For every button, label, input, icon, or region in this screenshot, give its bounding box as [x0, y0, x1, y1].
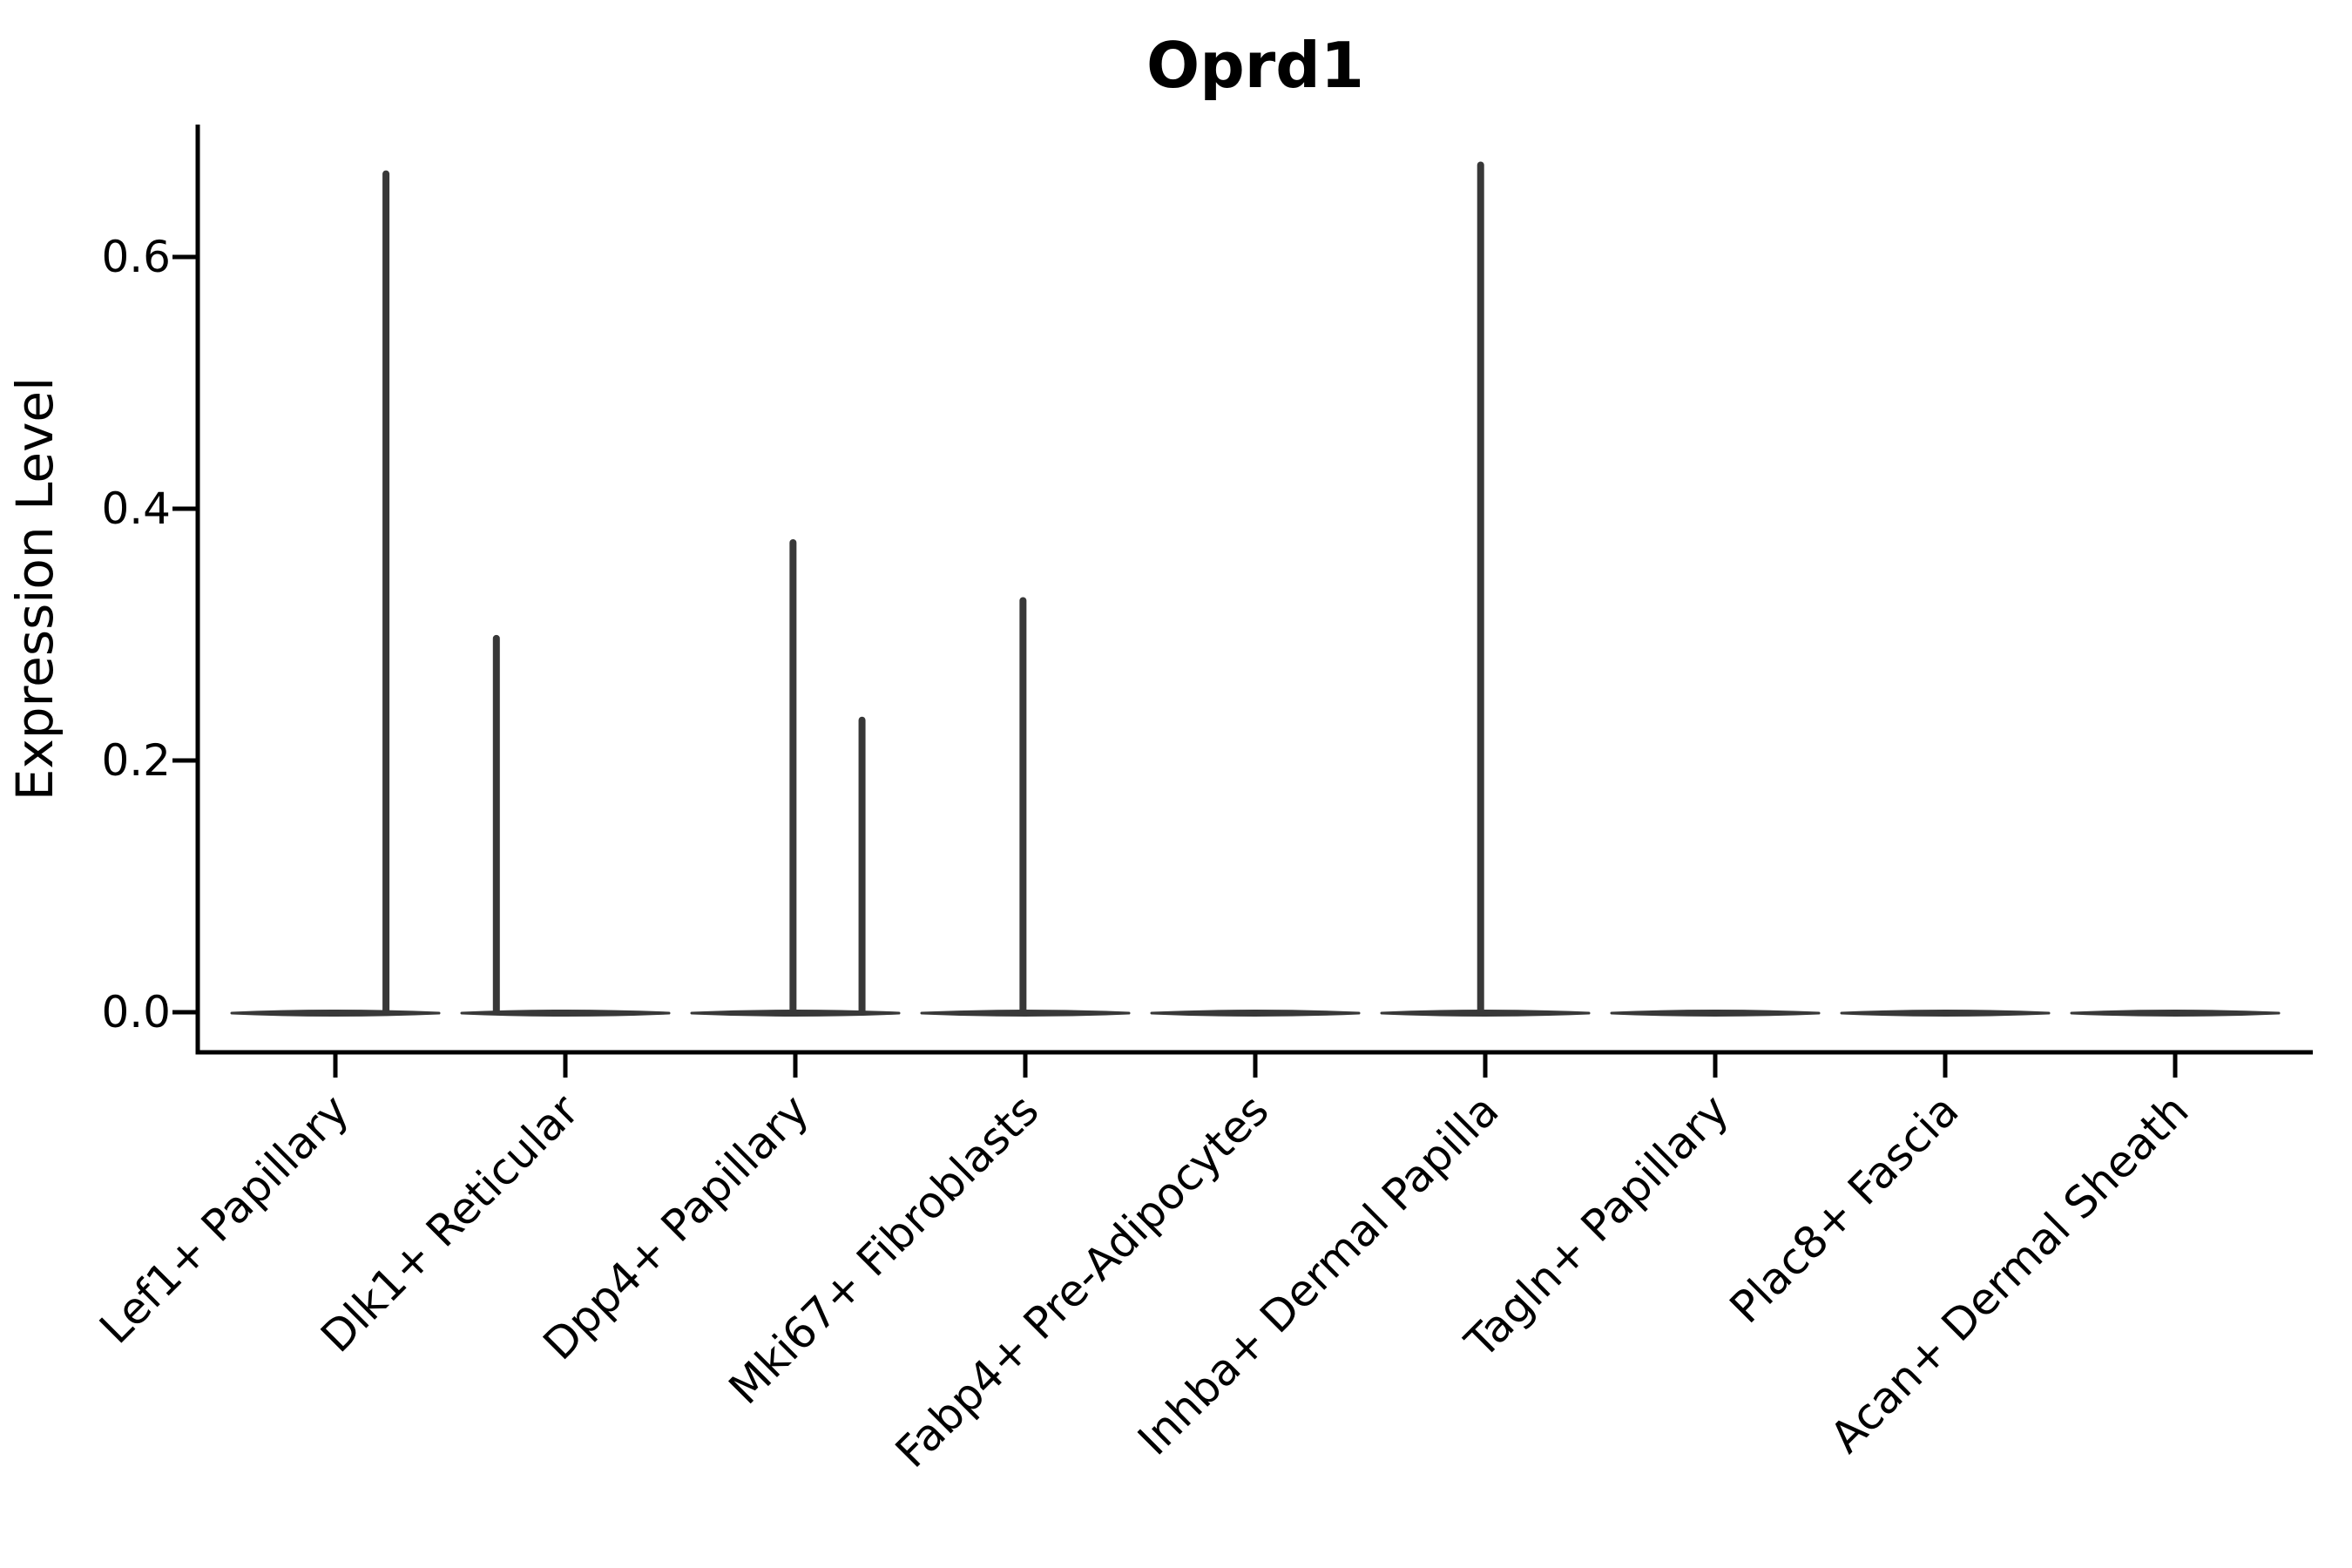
- violin-body: [2070, 1010, 2281, 1017]
- violin-body: [460, 1010, 671, 1017]
- violin-body: [230, 1010, 441, 1017]
- violin-body: [1150, 1010, 1361, 1017]
- violin-body: [1380, 1010, 1591, 1017]
- y-tick-label: 0.4: [101, 483, 171, 534]
- x-tick-label: Plac8+ Fascia: [1720, 1085, 1969, 1333]
- y-tick-label: 0.2: [101, 735, 171, 786]
- axes-layer: [195, 125, 2313, 1055]
- violin-body: [1840, 1010, 2051, 1017]
- violins-layer: [230, 161, 2281, 1017]
- x-tick-label: Lef1+ Papillary: [90, 1085, 358, 1353]
- chart-title: Oprd1: [1146, 29, 1364, 102]
- x-tick-label: Fabp4+ Pre-Adipocytes: [886, 1085, 1279, 1477]
- y-axis-label: Expression Level: [5, 377, 64, 801]
- y-tick-label: 0.0: [101, 987, 171, 1037]
- violin-body: [1610, 1010, 1821, 1017]
- y-tick-label: 0.6: [101, 232, 171, 282]
